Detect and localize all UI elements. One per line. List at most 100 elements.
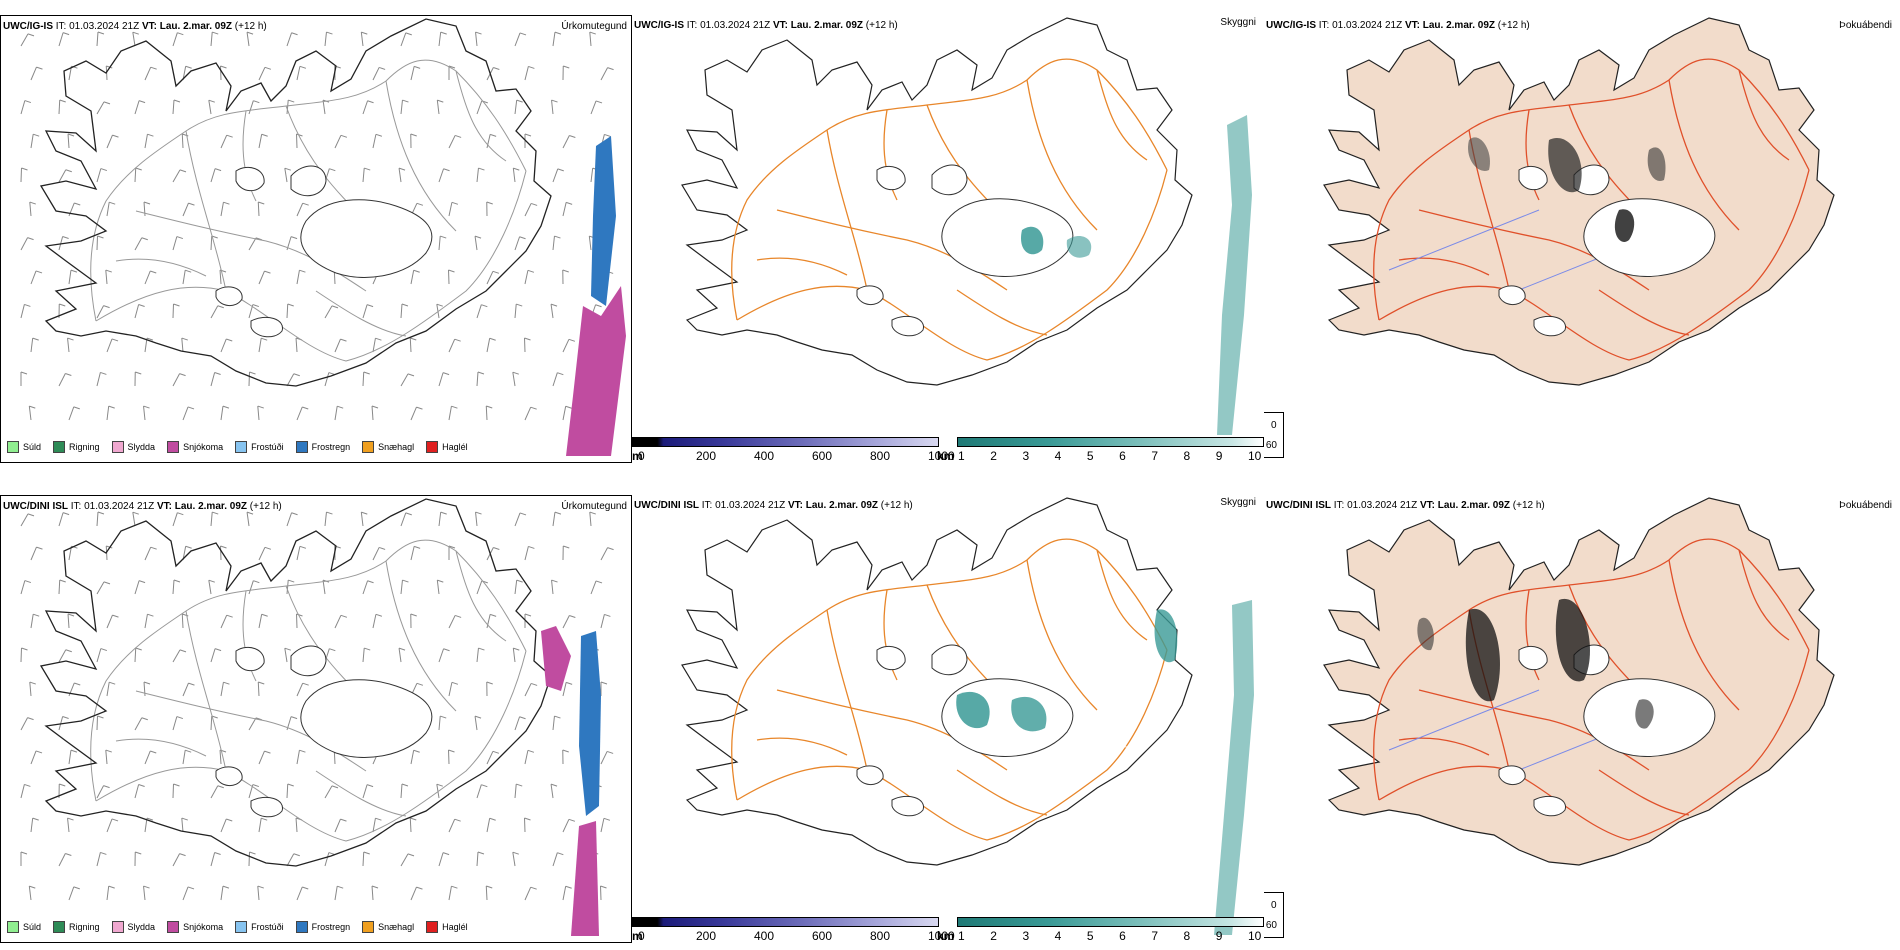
wind-barb — [400, 32, 407, 47]
wind-barb-flag — [402, 579, 409, 583]
legend-swatch — [426, 921, 439, 933]
wind-barb-flag — [481, 304, 488, 308]
legend-item: Haglél — [426, 441, 468, 453]
wind-barb — [552, 372, 558, 387]
wind-barb-flag — [222, 885, 230, 889]
wind-barb — [475, 512, 478, 527]
elevation-colorbar — [632, 917, 939, 927]
wind-barb — [58, 373, 66, 387]
wind-barb-flag — [486, 201, 493, 205]
wind-barb — [400, 512, 407, 527]
wind-barb-flag — [410, 337, 417, 341]
wind-barb-flag — [208, 579, 215, 583]
wind-barb-flag — [474, 235, 482, 239]
wind-barb-flag — [448, 545, 456, 549]
wind-barb-flag — [528, 545, 535, 549]
wind-barb-flag — [214, 168, 222, 172]
wind-barb-flag — [293, 373, 300, 377]
wind-barb-flag — [489, 337, 496, 341]
wind-barb — [134, 237, 143, 251]
wind-barb-flag — [24, 580, 32, 584]
legend-item: Frostúði — [235, 921, 284, 933]
wind-barb — [172, 649, 181, 663]
wind-barb — [220, 886, 224, 901]
legend-item: Súld — [7, 441, 41, 453]
wind-barb-flag — [264, 546, 272, 550]
wind-barb — [514, 32, 521, 47]
wind-barb-flag — [528, 65, 535, 69]
wind-barb — [210, 32, 213, 47]
wind-barb-flag — [437, 99, 444, 103]
wind-barb-flag — [74, 682, 81, 686]
wind-barb — [182, 682, 189, 697]
wind-barb-flag — [563, 545, 570, 549]
wind-barb-flag — [331, 785, 339, 789]
visibility-panel-top: UWC/IG-IS IT: 01.03.2024 21Z VT: Lau. 2.… — [632, 15, 1264, 463]
wind-barb — [132, 512, 136, 527]
wind-barb-flag — [562, 269, 569, 273]
wind-barb-flag — [21, 647, 28, 651]
wind-barb-flag — [329, 168, 336, 172]
wind-barb-flag — [299, 545, 307, 549]
wind-barb-flag — [299, 749, 306, 753]
wind-barb — [589, 32, 592, 47]
wind-barb — [372, 818, 376, 833]
wind-barb-flag — [29, 201, 36, 205]
wind-barb-flag — [410, 817, 417, 821]
wind-barb-flag — [493, 547, 500, 551]
wind-barb-flag — [603, 817, 611, 821]
wind-barb-flag — [97, 511, 105, 515]
wind-barb — [182, 202, 189, 217]
wind-barb — [182, 886, 189, 901]
wind-barb-flag — [65, 169, 72, 173]
wind-barb-flag — [512, 851, 519, 855]
wind-barb-flag — [551, 99, 558, 103]
wind-barb — [58, 32, 64, 47]
wind-barb-flag — [326, 31, 333, 35]
wind-barb-flag — [103, 305, 110, 309]
wind-barb-flag — [448, 269, 455, 273]
wind-barb-flag — [59, 783, 66, 787]
wind-barb-flag — [211, 715, 218, 719]
colorbar-tick-label: 4 — [1054, 929, 1062, 943]
panel-header: UWC/IG-IS IT: 01.03.2024 21Z VT: Lau. 2.… — [634, 20, 898, 31]
wind-barb-flag — [35, 750, 43, 754]
wind-barb-flag — [73, 886, 80, 890]
wind-barb — [106, 338, 113, 353]
wind-barb — [476, 168, 479, 183]
wind-barb — [512, 372, 516, 387]
wind-barb — [562, 615, 570, 629]
wind-barb-flag — [290, 236, 298, 240]
wind-barb-flag — [291, 32, 298, 36]
wind-barb — [134, 647, 137, 663]
wind-barb-flag — [363, 851, 370, 855]
wind-barb — [106, 406, 110, 421]
legend-label: Slydda — [127, 922, 156, 932]
legend-swatch — [111, 441, 124, 453]
wind-barb-flag — [512, 371, 519, 375]
wind-barb-flag — [109, 681, 116, 685]
wind-barb-flag — [100, 648, 108, 652]
wind-barb — [248, 100, 254, 115]
wind-barb-flag — [565, 201, 573, 205]
wind-barb-flag — [477, 371, 485, 375]
wind-barb — [134, 784, 140, 799]
wind-barb — [362, 304, 368, 319]
colorbar-tick-label: 4 — [1054, 449, 1062, 463]
wind-barb-flag — [261, 337, 268, 341]
wind-barb — [96, 581, 105, 595]
wind-barb — [334, 615, 342, 629]
wind-barb-flag — [302, 202, 309, 206]
wind-barb-flag — [188, 202, 195, 206]
wind-barb-flag — [340, 338, 347, 342]
legend-swatch — [111, 921, 124, 933]
elevation-ticks: 0 200 400 600 800 1000 — [638, 929, 955, 943]
wind-barb-flag — [478, 167, 485, 171]
wind-barb-flag — [296, 613, 303, 617]
wind-barb — [296, 886, 303, 901]
wind-barb — [398, 648, 402, 663]
wind-barb-flag — [150, 750, 157, 754]
legend-swatch — [167, 441, 180, 453]
wind-barb-flag — [530, 682, 538, 686]
colorbar-tick-label: 200 — [696, 449, 717, 463]
